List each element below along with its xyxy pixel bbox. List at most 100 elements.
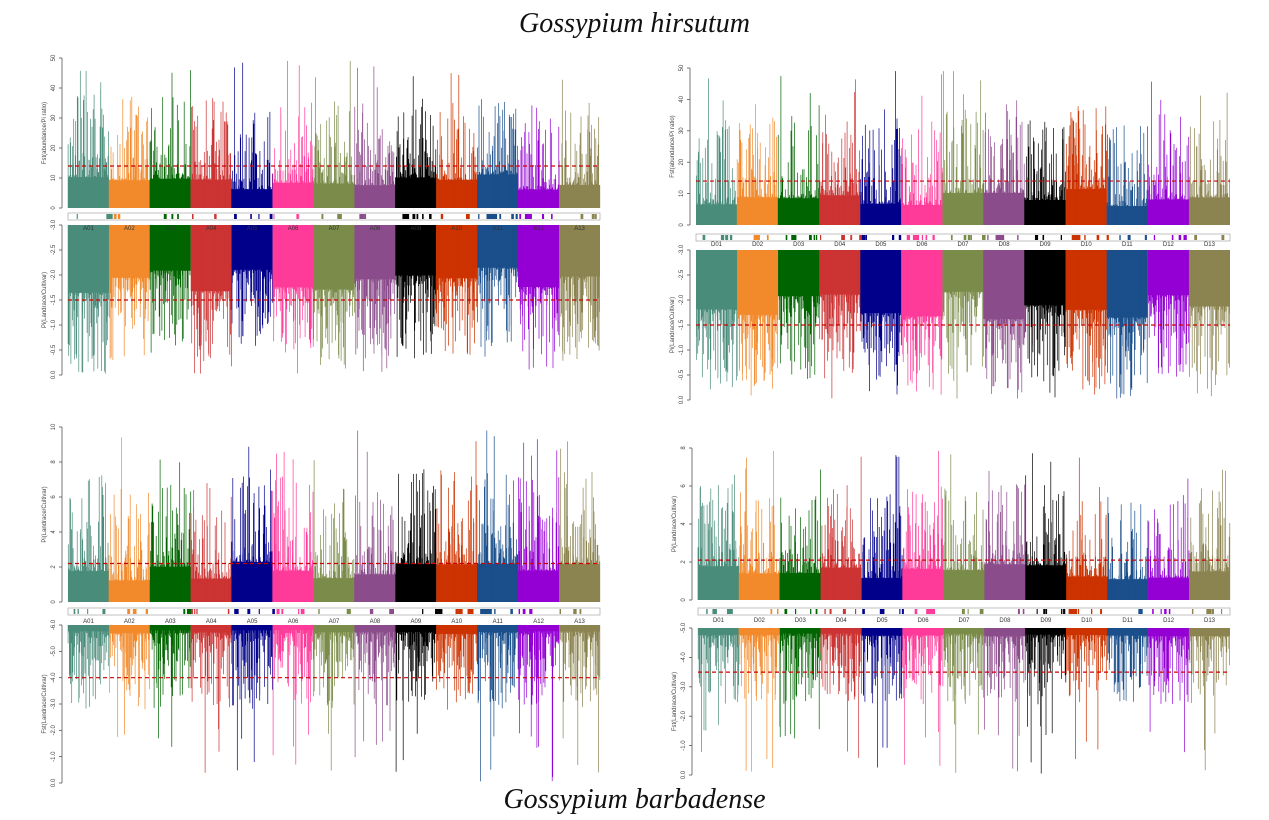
selection-region-mark — [808, 235, 812, 240]
chromosome-label-d02: D02 — [752, 242, 764, 248]
selection-region-mark — [145, 609, 148, 614]
selection-region-mark — [177, 214, 179, 219]
top-plot-y-axis-label: Pi(Landrace/Cultivar) — [672, 496, 678, 552]
bottom-signal-spikes — [696, 250, 738, 390]
bottom-signal-spikes — [231, 225, 273, 346]
selection-region-mark — [133, 609, 137, 614]
chromosome-series-d05 — [860, 71, 902, 395]
bottom-signal-spikes — [860, 250, 902, 395]
chromosome-label-d12: D12 — [1163, 242, 1175, 248]
manhattan-panel-hirsutum-at: 0 10 20 30 40 50 Fst(abundance/Pi ratio) 0.0 -0.… — [42, 54, 601, 379]
bottom-signal-spikes — [984, 628, 1026, 772]
bottom-signal-spikes — [149, 625, 191, 747]
top-signal-peaks — [1065, 106, 1107, 225]
chromosome-series-d05 — [861, 455, 904, 768]
selection-region-mark — [541, 214, 545, 219]
selection-region-mark — [1160, 609, 1162, 614]
selection-region-mark — [1221, 609, 1223, 614]
selection-region-mark — [192, 214, 194, 219]
selection-region-mark — [712, 609, 716, 614]
top-plot-y-tick-label: 0 — [679, 223, 685, 227]
chromosome-label-a03: A03 — [165, 619, 176, 625]
chromosome-label-a01: A01 — [83, 226, 94, 232]
chromosome-label-d12: D12 — [1163, 618, 1175, 624]
selection-region-mark — [364, 214, 367, 219]
selection-region-mark — [196, 609, 198, 614]
top-plot-y-axis-label: Pi(Landrace/Cultivar) — [42, 486, 48, 542]
bottom-plot-y-tick-label: -1.0 — [681, 740, 687, 751]
bottom-plot-y-tick-label: -2.5 — [51, 244, 57, 255]
top-signal-peaks — [67, 475, 110, 602]
selection-region-mark — [1042, 235, 1045, 240]
selection-region-mark — [515, 214, 518, 219]
bottom-signal-spikes — [1065, 628, 1108, 760]
selection-region-mark — [518, 609, 521, 614]
selection-region-mark — [480, 609, 485, 614]
chromosome-label-d05: D05 — [875, 242, 887, 248]
bottom-signal-spikes — [518, 225, 560, 370]
chromosome-label-a04: A04 — [206, 226, 217, 232]
bottom-signal-spikes — [149, 225, 191, 353]
chromosome-series-a01 — [67, 70, 113, 374]
top-signal-peaks — [738, 451, 781, 600]
top-signal-peaks — [190, 483, 232, 602]
chromosome-series-d02 — [736, 104, 779, 396]
selection-region-mark — [901, 609, 904, 614]
bottom-plot-y-tick-label: 0.0 — [51, 370, 57, 379]
chromosome-series-d10 — [1065, 457, 1108, 760]
bottom-signal-spikes — [231, 625, 273, 771]
top-signal-peaks — [67, 70, 109, 208]
bottom-plot-y-axis-label: Fst(Landrace/Cultivar) — [42, 674, 48, 733]
top-plot-y-tick-label: 30 — [51, 114, 57, 121]
selection-region-mark — [1138, 609, 1142, 614]
bottom-plot-y-tick-label: 0.0 — [681, 770, 687, 779]
selection-region-mark — [970, 235, 972, 240]
top-signal-peaks — [476, 430, 519, 602]
selection-region-mark — [1017, 609, 1020, 614]
top-signal-peaks — [983, 100, 1025, 225]
chromosome-label-a05: A05 — [247, 619, 258, 625]
selection-region-mark — [1068, 609, 1078, 614]
selection-region-mark — [819, 235, 822, 240]
bottom-plot-y-tick-label: 0.0 — [51, 778, 57, 787]
bottom-signal-spikes — [737, 250, 779, 396]
chromosome-strip — [67, 607, 601, 616]
selection-region-mark — [250, 214, 252, 219]
top-plot-y-tick-label: 8 — [51, 460, 57, 464]
selection-region-mark — [720, 235, 725, 240]
selection-region-mark — [273, 214, 275, 219]
chromosome-label-d02: D02 — [754, 618, 766, 624]
selection-region-mark — [269, 214, 273, 219]
top-signal-peaks — [860, 71, 902, 225]
bottom-signal-spikes — [1189, 250, 1230, 397]
top-plot-y-tick-label: 40 — [51, 84, 57, 91]
top-signal-peaks — [1106, 125, 1148, 225]
selection-region-mark — [460, 609, 463, 614]
selection-region-mark — [855, 609, 857, 614]
chromosome-series-a12 — [518, 439, 560, 782]
chromosome-label-d09: D09 — [1040, 618, 1052, 624]
selection-region-mark — [117, 214, 121, 219]
manhattan-panel-hirsutum-dt: 0 10 20 30 40 50 Fst(abundance/Pi ratio) 0.0 -0.… — [670, 64, 1231, 404]
bottom-signal-spikes — [778, 250, 820, 379]
top-plot-y-tick-label: 20 — [679, 158, 685, 165]
bottom-signal-spikes — [1148, 250, 1190, 377]
bottom-plot-y-tick-label: -2.5 — [679, 269, 685, 280]
selection-region-mark — [73, 609, 76, 614]
chromosome-series-a04 — [190, 483, 232, 773]
chromosome-series-d11 — [1106, 125, 1148, 399]
selection-region-mark — [102, 609, 106, 614]
selection-region-mark — [1036, 609, 1038, 614]
selection-region-mark — [227, 609, 230, 614]
top-signal-peaks — [777, 76, 820, 225]
bottom-signal-spikes — [313, 225, 355, 369]
chromosome-series-d03 — [779, 469, 821, 739]
selection-region-mark — [422, 609, 424, 614]
selection-region-mark — [862, 609, 865, 614]
chromosome-series-a13 — [559, 441, 601, 773]
chromosome-series-d01 — [697, 474, 740, 752]
bottom-signal-spikes — [395, 225, 437, 359]
selection-region-mark — [524, 214, 532, 219]
bottom-signal-spikes — [559, 225, 600, 361]
chromosome-series-d04 — [820, 456, 862, 758]
